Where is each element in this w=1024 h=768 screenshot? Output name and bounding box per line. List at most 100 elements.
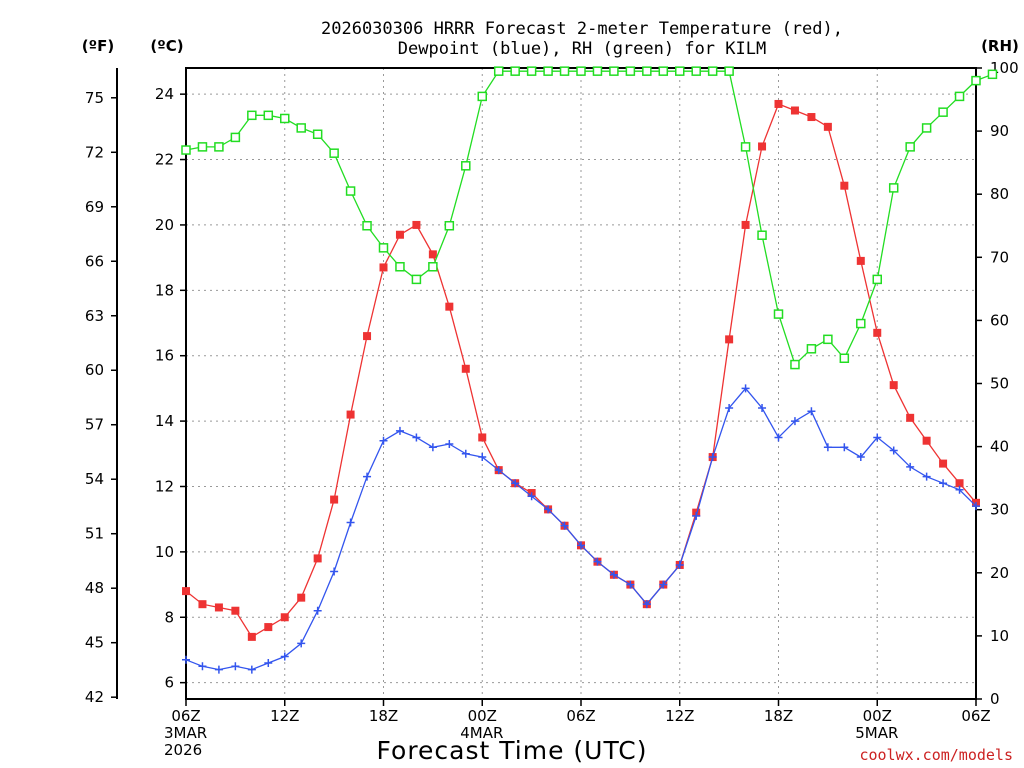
time-tick-label: 06Z <box>961 707 990 725</box>
temperature-point <box>774 99 783 108</box>
rh-tick-label: 70 <box>990 248 1009 266</box>
temperature-point <box>873 328 882 337</box>
rh-point <box>592 66 603 76</box>
rh-point <box>362 221 372 231</box>
dewpoint-point <box>214 665 223 674</box>
rh-point <box>707 66 718 76</box>
temperature-point <box>297 593 306 602</box>
dewpoint-point <box>511 479 520 488</box>
temperature-point <box>478 433 487 442</box>
fahrenheit-unit-label: (ºF) <box>82 37 114 55</box>
temperature-point <box>280 613 289 622</box>
celsius-tick-label: 8 <box>164 608 174 626</box>
rh-point <box>345 186 356 196</box>
chart-title-line2: Dewpoint (blue), RH (green) for KILM <box>398 39 766 59</box>
rh-point <box>790 359 800 370</box>
dewpoint-point <box>609 570 618 579</box>
rh-point <box>773 309 784 319</box>
rh-point <box>724 66 734 76</box>
rh-point <box>757 230 767 240</box>
rh-point <box>856 318 866 329</box>
temperature-point <box>182 587 190 596</box>
rh-point <box>905 142 915 152</box>
rh-point <box>461 161 471 171</box>
rh-point <box>312 129 323 140</box>
dewpoint-point <box>675 560 684 569</box>
dewpoint-point <box>527 492 536 501</box>
dewpoint-point <box>379 436 388 445</box>
dewpoint-point <box>560 521 569 530</box>
temperature-point <box>214 603 223 612</box>
rh-point <box>609 66 619 76</box>
rh-point <box>806 344 817 354</box>
temperature-point <box>412 220 421 229</box>
data-series <box>181 66 998 674</box>
rh-point <box>510 66 520 76</box>
temperature-point <box>379 263 388 272</box>
fahrenheit-tick-label: 75 <box>85 89 104 107</box>
dewpoint-point <box>428 443 437 452</box>
fahrenheit-tick-label: 60 <box>85 361 104 379</box>
dewpoint-point <box>626 580 635 589</box>
rh-point <box>329 148 339 158</box>
rh-tick-label: 80 <box>990 185 1009 203</box>
dewpoint-point <box>972 502 980 511</box>
rh-point <box>954 91 965 102</box>
dewpoint-point <box>593 557 602 566</box>
rh-point <box>181 145 191 155</box>
celsius-tick-label: 10 <box>155 543 174 561</box>
rh-point <box>625 66 636 76</box>
time-tick-label: 18Z <box>369 707 398 725</box>
temperature-point <box>758 142 767 151</box>
dewpoint-point <box>445 439 454 448</box>
rh-point <box>888 183 899 193</box>
fahrenheit-tick-label: 42 <box>85 688 104 706</box>
dewpoint-point <box>264 659 273 668</box>
dewpoint-point <box>840 443 849 452</box>
dewpoint-point <box>313 606 322 615</box>
rh-point <box>839 353 850 364</box>
time-tick-label: 18Z <box>764 707 793 725</box>
x-axis-title: Forecast Time (UTC) <box>377 736 648 765</box>
rh-point <box>526 66 537 76</box>
temperature-point <box>395 230 404 239</box>
temperature-point <box>445 302 454 311</box>
rh-tick-label: 50 <box>990 375 1009 393</box>
date-label: 3MAR <box>164 724 207 742</box>
rh-point <box>197 142 208 152</box>
dewpoint-point <box>922 472 931 481</box>
credit-link[interactable]: coolwx.com/models <box>859 746 1013 764</box>
rh-point <box>543 66 553 76</box>
dewpoint-point <box>708 453 717 462</box>
rh-point <box>214 142 224 152</box>
rh-point <box>691 66 701 76</box>
axes: 6 8 10 12 14 16 18 20 22 24 42 45 48 51 54 57 60 63 66 69 72… <box>85 59 1019 759</box>
dewpoint-point <box>577 541 585 550</box>
temperature-point <box>461 364 470 373</box>
celsius-tick-label: 20 <box>155 216 174 234</box>
rh-point <box>280 113 290 124</box>
dewpoint-point <box>330 567 339 576</box>
celsius-tick-label: 22 <box>155 151 174 169</box>
dewpoint-point <box>544 505 553 514</box>
rh-point <box>263 110 274 121</box>
rh-point <box>559 66 570 76</box>
dewpoint-point <box>659 580 668 589</box>
date-label: 2026 <box>164 741 202 759</box>
rh-point <box>642 66 652 76</box>
temperature-point <box>363 332 372 341</box>
celsius-tick-label: 16 <box>155 347 174 365</box>
celsius-tick-label: 6 <box>164 674 174 692</box>
temperature-point <box>231 606 240 615</box>
dewpoint-point <box>807 407 816 416</box>
rh-point <box>428 262 438 272</box>
rh-point <box>675 66 685 76</box>
rh-unit-label: (RH) <box>981 37 1019 55</box>
temperature-point <box>725 335 734 344</box>
temperature-point <box>840 181 849 190</box>
dewpoint-point <box>955 485 964 494</box>
rh-point <box>395 262 405 272</box>
dewpoint-point <box>692 511 701 520</box>
